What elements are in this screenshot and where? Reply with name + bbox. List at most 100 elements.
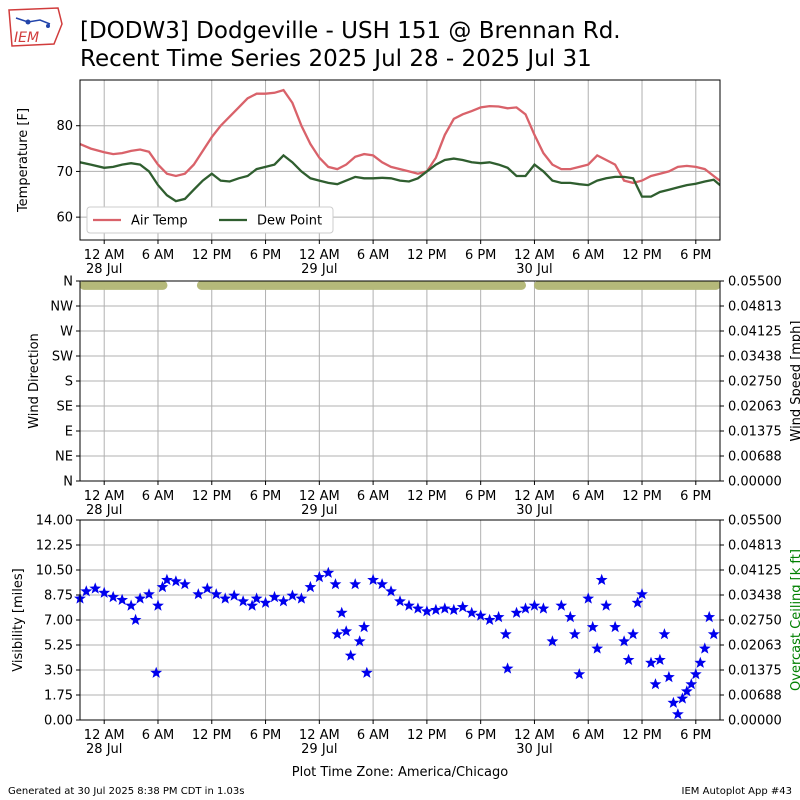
- visibility-point: [680, 685, 693, 697]
- visibility-point: [304, 580, 317, 593]
- x-tick-label: 6 PM: [465, 248, 496, 263]
- y2-tick-label: 0.04813: [728, 300, 782, 315]
- visibility-point: [161, 573, 173, 585]
- x-tick-label: 12 AM: [299, 489, 340, 504]
- visibility-point: [246, 599, 258, 611]
- visibility-point: [201, 582, 214, 594]
- x-tick-label: 12 PM: [407, 489, 447, 504]
- visibility-point: [564, 610, 577, 623]
- x-tick-label: 6 AM: [142, 489, 175, 504]
- visibility-point: [663, 670, 675, 683]
- y-tick-label: E: [65, 425, 73, 440]
- visibility-point: [344, 649, 357, 661]
- x-tick-label: 6 AM: [357, 248, 390, 263]
- y2-tick-label: 0.05500: [728, 514, 782, 529]
- visibility-point: [152, 599, 164, 611]
- visibility-point: [268, 590, 281, 603]
- x-tick-label: 6 PM: [250, 728, 281, 743]
- y2-axis-label: Wind Speed [mph]: [789, 321, 800, 442]
- series-line-dew-point: [80, 153, 720, 203]
- visibility-point: [672, 708, 684, 720]
- visibility-point: [150, 666, 163, 678]
- x-tick-label: 12 PM: [622, 489, 662, 504]
- visibility-point: [358, 620, 370, 633]
- chart-subtitle: Recent Time Series 2025 Jul 28 - 2025 Ju…: [80, 46, 592, 72]
- visibility-point: [658, 628, 671, 640]
- visibility-point: [286, 589, 299, 601]
- y2-axis-label: Overcast Ceiling [k ft]: [789, 549, 800, 691]
- y2-tick-label: 0.04125: [728, 325, 782, 340]
- visibility-point: [501, 662, 514, 674]
- y2-tick-label: 0.04813: [728, 539, 782, 554]
- x-tick-label: 6 AM: [572, 248, 605, 263]
- x-tick-label: 12 AM: [514, 248, 555, 263]
- x-tick-label: 6 PM: [680, 489, 711, 504]
- visibility-point: [618, 635, 630, 647]
- x-tick-label: 12 PM: [407, 728, 447, 743]
- x-tick-sublabel: 28 Jul: [86, 262, 122, 277]
- visibility-point: [156, 580, 169, 593]
- footer-generated: Generated at 30 Jul 2025 8:38 PM CDT in …: [8, 786, 244, 797]
- visibility-point: [447, 603, 460, 615]
- footer-app: IEM Autoplot App #43: [682, 786, 792, 797]
- x-tick-label: 12 AM: [84, 489, 125, 504]
- y2-tick-label: 0.00000: [728, 475, 782, 490]
- x-tick-label: 6 PM: [250, 248, 281, 263]
- y-tick-label: 3.50: [44, 664, 73, 679]
- x-tick-sublabel: 30 Jul: [516, 503, 552, 518]
- x-tick-label: 12 PM: [622, 728, 662, 743]
- visibility-point: [456, 600, 469, 613]
- visibility-point: [403, 599, 415, 611]
- x-tick-label: 12 AM: [299, 248, 340, 263]
- visibility-point: [192, 588, 205, 600]
- visibility-point: [340, 625, 353, 637]
- x-axis-label: Plot Time Zone: America/Chicago: [292, 765, 508, 780]
- x-tick-label: 12 PM: [192, 728, 232, 743]
- y2-tick-label: 0.02063: [728, 639, 782, 654]
- x-tick-label: 6 AM: [357, 489, 390, 504]
- visibility-point: [228, 589, 241, 601]
- visibility-point: [349, 578, 362, 590]
- y-tick-label: NW: [50, 300, 73, 315]
- visibility-point: [277, 595, 290, 607]
- x-tick-label: 12 PM: [192, 489, 232, 504]
- visibility-point: [636, 588, 648, 600]
- y-tick-label: W: [60, 325, 73, 340]
- visibility-point: [259, 596, 272, 608]
- y-tick-label: 80: [56, 119, 73, 134]
- visibility-point: [210, 588, 223, 600]
- y-axis-label: Wind Direction: [27, 333, 42, 429]
- plot-frame: [79, 519, 721, 721]
- chart-title: [DODW3] Dodgeville - USH 151 @ Brennan R…: [80, 18, 621, 44]
- plot-frame: [79, 79, 721, 241]
- visibility-point: [394, 595, 406, 607]
- y-tick-label: N: [63, 275, 73, 290]
- visibility-point: [367, 573, 379, 585]
- legend-label: Dew Point: [257, 214, 322, 229]
- visibility-point: [143, 588, 155, 600]
- visibility-point: [586, 620, 599, 633]
- visibility-point: [170, 575, 182, 587]
- y-tick-label: 7.00: [44, 614, 73, 629]
- visibility-point: [421, 605, 433, 617]
- logo-text: IEM: [14, 30, 39, 46]
- visibility-point: [595, 573, 608, 585]
- x-tick-label: 6 PM: [250, 489, 281, 504]
- visibility-point: [649, 678, 662, 690]
- visibility-point: [474, 609, 487, 621]
- visibility-point: [654, 653, 666, 665]
- visibility-point: [331, 628, 344, 640]
- visibility-point: [568, 628, 581, 640]
- visibility-point: [465, 606, 478, 618]
- x-tick-sublabel: 30 Jul: [516, 262, 552, 277]
- x-tick-label: 12 PM: [622, 248, 662, 263]
- y-tick-label: 1.75: [44, 689, 73, 704]
- y-tick-label: NE: [55, 450, 73, 465]
- visibility-point: [430, 603, 442, 615]
- y-tick-label: 10.50: [36, 564, 73, 579]
- x-tick-sublabel: 28 Jul: [86, 503, 122, 518]
- x-tick-sublabel: 28 Jul: [86, 742, 122, 757]
